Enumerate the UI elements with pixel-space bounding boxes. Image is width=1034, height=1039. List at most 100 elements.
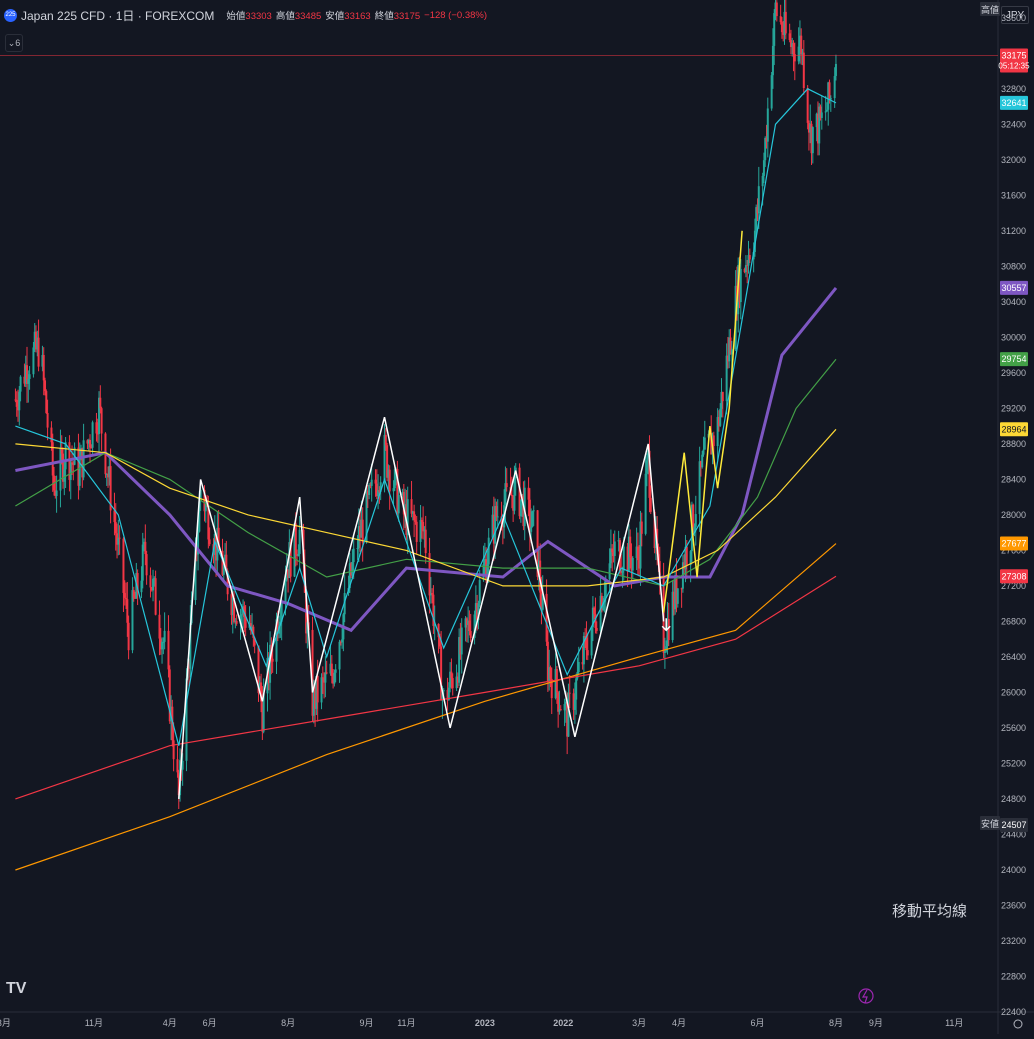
x-tick-label: 11月 [945,1018,963,1028]
y-tick-label: 22400 [1001,1007,1026,1017]
candle-body [617,540,620,542]
y-tick-label: 28800 [1001,439,1026,449]
y-tick-label: 24800 [1001,794,1026,804]
candle-body [755,207,758,231]
candle-body [528,499,531,532]
candle-body [591,607,594,628]
symbol-title[interactable]: Japan 225 CFD · 1日 · FOREXCOM [21,8,215,23]
candle-body [224,554,227,565]
candle-body [289,542,292,577]
candle-body [689,551,692,566]
candle-body [78,459,81,486]
candle-body [59,447,62,491]
candle-body [802,52,805,88]
candle-body [464,618,467,628]
candle-body [159,638,162,650]
candle-body [451,678,454,689]
candle-body [483,559,486,564]
candle-body [699,461,702,468]
candle-body [234,620,237,622]
x-tick-label: 3月 [0,1018,11,1028]
currency-button[interactable]: JPY [1001,6,1029,24]
candle-body [198,501,201,532]
candle-body [275,619,278,662]
moving-average-line [15,88,837,746]
candle-body [136,573,139,593]
candle-body [77,447,80,486]
candle-body [424,529,427,554]
candle-body [621,570,624,573]
candle-body [465,618,468,625]
candle-body [468,620,471,632]
candle-body [629,536,632,558]
candle-body [51,442,54,476]
candle-body [519,499,522,517]
candle-body [262,693,265,732]
candle-body [825,109,828,112]
candle-body [199,489,202,502]
candle-body [107,473,110,478]
candle-body [635,546,638,558]
candle-body [590,627,593,656]
candle-body [703,437,706,450]
candle-body [153,578,156,580]
candle-body [460,627,463,655]
candle-body [108,466,111,478]
candle-body [185,678,188,761]
candle-body [41,354,44,367]
candle-body [298,529,301,554]
candle-body [324,672,327,683]
moving-average-line [15,286,838,633]
candle-body [496,516,499,518]
zigzag-yellow-line [662,230,743,613]
candle-body [348,563,351,589]
candle-body [789,40,792,48]
candle-body [572,693,575,710]
candle-body [332,676,335,684]
candle-body [314,686,317,709]
candle-body [24,365,27,384]
candle-body [161,641,164,650]
candle-body [208,539,211,545]
tradingview-logo[interactable]: TV [6,980,27,997]
candle-body [233,598,236,622]
candle-body [71,462,74,464]
candle-body [638,560,641,569]
candle-body [798,35,801,47]
candle-body [730,349,733,355]
ohlc-high: 高値33485 [275,11,322,22]
symbol-badge-icon[interactable]: 225 [4,8,17,22]
candle-body [172,740,175,760]
candle-body [95,422,98,434]
candle-body [63,469,66,482]
candle-body [339,641,342,643]
candle-body [231,598,234,616]
candle-body [122,538,125,593]
ohlc-open: 始値33303 [226,11,272,22]
candle-body [613,541,616,557]
high-tag: 高値 [980,2,1000,16]
candle-body [442,689,445,692]
candle-body [91,422,94,448]
candle-body [674,575,677,610]
candle-body [599,595,602,631]
candle-body [420,520,423,522]
candle-body [586,650,589,656]
candle-body [406,499,409,535]
candle-body [676,588,679,604]
indicator-toggle-button[interactable]: ⌄ 6 [5,34,23,52]
candle-body [765,137,768,142]
candle-body [132,590,135,598]
candle-body [834,63,837,76]
candle-body [800,35,803,55]
candle-body [386,445,389,478]
moving-average-line [15,575,837,800]
candle-body [123,592,126,598]
candle-body [788,33,791,41]
candle-body [168,669,171,722]
candle-body [441,691,444,701]
price-label-text: 28964 [1001,424,1026,434]
candle-body [478,580,481,604]
